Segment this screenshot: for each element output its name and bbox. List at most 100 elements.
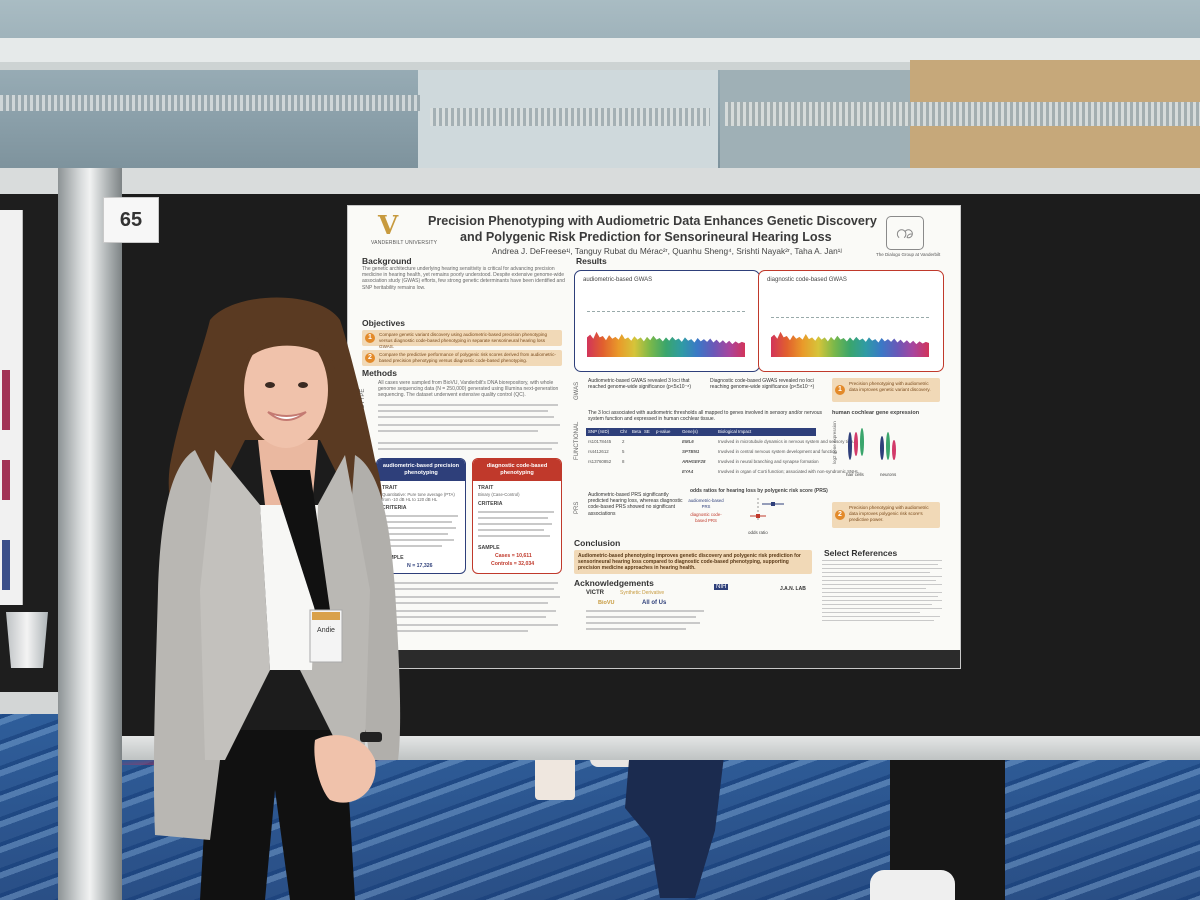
text-line [822,604,932,605]
finding-box-2: 2 Precision phenotyping with audiometric… [832,502,940,528]
odds-ratio-point [756,514,760,518]
section-heading-methods: Methods [362,368,397,378]
side-label-gwas: GWAS [574,381,580,400]
board-frame-bottom [0,692,60,714]
objective-text: Compare genetic variant discovery using … [379,332,548,349]
vanderbilt-logo: V [378,211,399,241]
gene-table-header: SNP (rsID) Chr Beta SE p-value Gene(s) B… [586,428,816,436]
table-cell: SPTBN1 [682,449,700,454]
text-line [822,564,938,565]
text-line [586,622,700,624]
board-frame-top [0,168,1200,196]
side-label-functional: FUNCTIONAL [574,421,580,460]
text-line [378,430,538,432]
significance-line [587,311,745,312]
violin [886,432,890,460]
text-line [378,610,556,612]
table-cell: 8 [622,459,625,464]
text-line [478,523,552,525]
violin [880,436,884,460]
objective-number: 1 [365,333,375,343]
text-line [378,630,528,632]
text-line [822,608,942,609]
poster-authors: Andrea J. DeFreese¹ʲ, Tanguy Rubat du Mé… [492,246,842,256]
text-line [478,511,554,513]
prs-plot-x-label: odds ratio [748,530,768,535]
table-header: Chr [620,429,628,434]
prs-plot-title: odds ratios for hearing loss by polygeni… [690,488,828,494]
text-line [378,588,554,590]
text-line [822,572,930,573]
person-shoe [870,870,955,900]
card-trait-label: TRAIT [382,485,398,491]
section-heading-background: Background [362,256,412,266]
text-line [822,612,920,613]
ceiling-beam [0,38,1200,62]
text-line [478,517,548,519]
text-line [378,624,558,626]
research-poster: V VANDERBILT UNIVERSITY Precision Phenot… [348,206,960,668]
text-line [378,404,558,406]
lab-logo: ꩠ [886,216,924,250]
text-line [822,560,942,561]
expression-group-label: neurons [880,472,897,477]
functional-callout: The 3 loci associated with audiometric t… [588,410,823,423]
text-line [378,616,546,618]
side-label-prs: PRS [574,501,580,514]
poster-title-line2: and Polygenic Risk Prediction for Sensor… [460,230,832,244]
diagnostic-gwas-panel: diagnostic code-based GWAS [758,270,944,372]
section-heading-results: Results [576,256,607,266]
table-cell: Involved in central nervous system devel… [718,449,837,454]
objective-item: 2 Compare the predictive performance of … [362,350,562,366]
card-sample-controls: Controls = 32,034 [491,561,535,567]
ceiling-beam-shadow [0,62,1200,70]
text-line [822,576,942,577]
card-sample-label: SAMPLE [382,555,404,561]
section-heading-objectives: Objectives [362,318,405,328]
section-heading-references: Select References [824,548,898,558]
institution-name: VANDERBILT UNIVERSITY [371,240,438,246]
text-line [478,529,544,531]
section-heading-conclusion: Conclusion [574,538,621,548]
air-vent [725,102,1200,126]
table-row: rs4412612 5 SPTBN1 Involved in central n… [586,448,837,456]
text-line [382,527,456,529]
biovu-logo: BioVU [598,600,615,606]
violin [848,432,852,460]
poster-graphic [2,460,10,500]
text-line [822,600,942,601]
victr-logo: VICTR [586,590,604,596]
text-line [378,448,552,450]
background-text: The genetic architecture underlying hear… [362,266,565,291]
text-line [586,616,696,618]
text-line [822,584,942,585]
air-vent [0,95,420,111]
table-header: SE [644,429,650,434]
table-cell: 2 [622,439,625,444]
air-vent [430,108,710,126]
text-line [378,596,560,598]
manhattan-plot [771,331,929,357]
text-line [586,628,686,630]
synthetic-derivative-logo: Synthetic Derivative [620,590,665,596]
card-title: diagnostic code-based phenotyping [473,459,561,481]
blazer-left [153,450,220,840]
card-criteria-label: CRITERIA [382,505,407,511]
expression-y-label: log2 gene expression [832,421,837,464]
black-pants [200,730,355,900]
badge-name: Andie [317,627,335,634]
table-cell: rs10178445 [588,439,612,444]
board-pole [58,168,122,900]
objective-text: Compare the predictive performance of po… [379,352,556,363]
card-sample-label: SAMPLE [478,545,500,551]
section-heading-acknowledgements: Acknowledgements [574,578,654,588]
card-title: audiometric-based precision phenotyping [377,459,465,481]
text-line [378,416,554,418]
eye [298,382,308,388]
watch [360,732,382,742]
audiometric-gwas-panel: audiometric-based GWAS [574,270,760,372]
table-row: EYA4 Involved in organ of Corti function… [586,468,859,476]
conclusion-text: Audiometric-based phenotyping improves g… [578,553,801,572]
text-line [822,588,926,589]
expression-group-label: hair cells [846,472,864,477]
